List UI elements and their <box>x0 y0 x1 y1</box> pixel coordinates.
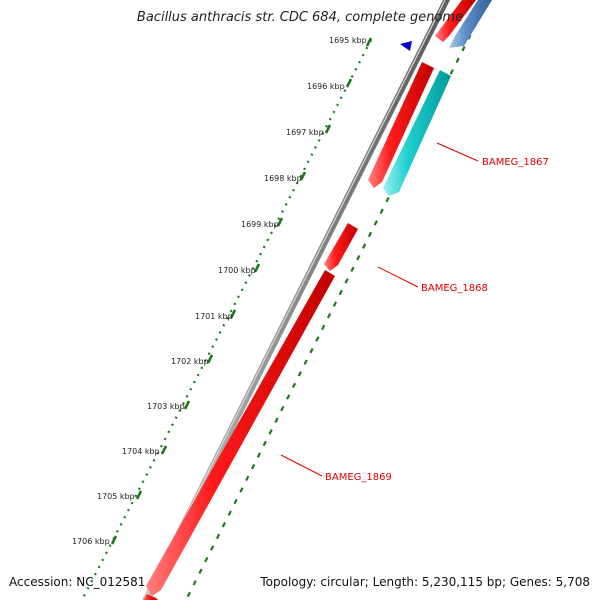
ruler-label: 1703 kbp <box>147 402 185 411</box>
leader-line-1868 <box>377 266 419 288</box>
ruler-tick <box>160 445 168 455</box>
ruler-tick <box>365 37 373 47</box>
ruler-tick <box>345 78 353 88</box>
ruler-tick <box>229 309 237 319</box>
strand-marker-icon <box>400 41 412 51</box>
gene-label-1869[interactable]: BAMEG_1869 <box>325 472 392 483</box>
feature-top-blue <box>449 0 492 48</box>
gene-red-1868-a <box>324 223 358 271</box>
ruler-label: 1701 kbp <box>195 312 233 321</box>
ruler-label: 1696 kbp <box>307 82 345 91</box>
ruler-label: 1699 kbp <box>241 220 279 229</box>
gene-red-bottom <box>143 594 158 600</box>
feature-top-red <box>435 0 476 42</box>
ruler-tick <box>253 263 261 273</box>
ruler-tick <box>110 535 118 545</box>
ruler-tick <box>324 124 332 134</box>
ruler-label: 1700 kbp <box>218 266 256 275</box>
ruler-label: 1702 kbp <box>171 357 209 366</box>
leader-line-1867 <box>436 142 479 162</box>
gene-red-1867 <box>368 62 434 188</box>
genome-summary: Topology: circular; Length: 5,230,115 bp… <box>260 575 590 589</box>
ruler-tick <box>206 354 214 364</box>
ruler-ticks <box>110 37 373 545</box>
gene-label-1867[interactable]: BAMEG_1867 <box>482 157 549 168</box>
ruler-line-outer <box>81 39 372 600</box>
gene-label-1868[interactable]: BAMEG_1868 <box>421 283 488 294</box>
ruler-label: 1705 kbp <box>97 492 135 501</box>
ruler-label: 1706 kbp <box>72 537 110 546</box>
backbone-highlight <box>143 0 446 600</box>
gene-red-1868-b <box>146 270 335 596</box>
ruler-tick <box>276 217 284 227</box>
leader-line-1869 <box>280 454 323 477</box>
ruler-tick <box>299 171 307 181</box>
ruler-label: 1697 kbp <box>286 128 324 137</box>
genome-backbone <box>142 0 450 600</box>
map-title: Bacillus anthracis str. CDC 684, complet… <box>136 10 464 25</box>
ruler-label: 1704 kbp <box>122 447 160 456</box>
ruler-tick <box>183 400 191 410</box>
ruler-label: 1695 kbp <box>329 36 367 45</box>
ruler-label: 1698 kbp <box>264 174 302 183</box>
ruler-tick <box>135 490 143 500</box>
accession-text: Accession: NC_012581 <box>9 575 146 589</box>
ruler-line-inner <box>185 0 489 600</box>
gene-cyan-1867 <box>383 70 451 196</box>
